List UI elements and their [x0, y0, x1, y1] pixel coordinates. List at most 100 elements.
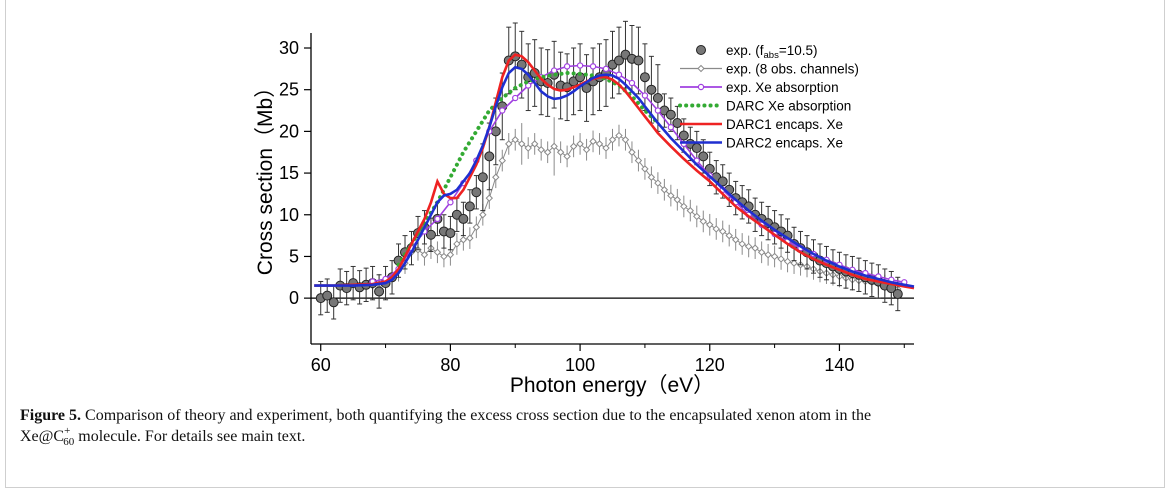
exp-xe-abs-point [589, 63, 597, 70]
x-tick-label: 120 [695, 355, 725, 375]
caption-text-1: Comparison of theory and experiment, bot… [81, 407, 872, 424]
legend-symbol-exp-fabs [696, 45, 706, 55]
exp-8obs-point [595, 140, 604, 148]
exp-xe-abs-point [550, 67, 558, 74]
exp-8obs-point [479, 211, 487, 219]
x-tick-label: 100 [565, 355, 595, 375]
exp-8obs-point [530, 140, 539, 148]
exp-8obs-point [511, 136, 519, 144]
axes-layer: 60 80 100 120 140 0 5 10 15 20 25 30 [279, 33, 914, 375]
x-tick-label: 60 [311, 355, 331, 375]
exp-xe-abs-point [447, 199, 454, 206]
exp-8obs-point [550, 142, 558, 151]
exp-8obs-point [706, 221, 714, 229]
exp-8obs-point [492, 173, 500, 181]
legend-symbol-exp-xe-abs [697, 83, 705, 91]
exp-8obs-point [498, 156, 506, 165]
exp-xe-abs-point [628, 79, 636, 87]
series-darc-xe-abs [396, 70, 660, 267]
exp-8obs-point [556, 148, 565, 156]
exp-fabs-point [678, 130, 689, 141]
y-tick-label: 30 [279, 38, 299, 58]
series-darc1 [314, 53, 915, 290]
exp-8obs-point [641, 165, 649, 173]
exp-fabs-point [633, 55, 644, 66]
exp-8obs-point [582, 146, 591, 154]
exp-8obs-point [543, 148, 552, 156]
y-tick-label: 10 [279, 205, 299, 225]
exp-xe-abs-point [563, 63, 571, 70]
exp-8obs-point [738, 240, 746, 248]
y-tick-label: 20 [279, 121, 299, 141]
exp-8obs-point [563, 152, 571, 161]
exp-fabs-point [374, 286, 385, 297]
exp-8obs-point [576, 140, 584, 148]
exp-8obs-point [446, 251, 455, 259]
exp-8obs-point [725, 231, 733, 240]
caption-text-2: molecule. For details see main text. [74, 428, 306, 445]
exp-8obs-point [660, 186, 669, 194]
exp-8obs-point [459, 236, 468, 244]
exp-8obs-point [628, 148, 636, 156]
cross-section-chart: 60 80 100 120 140 0 5 10 15 20 25 30 Photon energy（… [254, 20, 915, 397]
legend: exp. (fabs=10.5)exp. (8 obs. channels) ex… [678, 43, 859, 151]
figure-caption: Figure 5. Comparison of theory and exper… [20, 405, 1140, 449]
exp-8obs-point [608, 136, 617, 144]
exp-8obs-point [505, 140, 513, 148]
exp-fabs-point [490, 126, 501, 137]
exp-fabs-point [698, 151, 709, 162]
x-tick-label: 80 [440, 355, 460, 375]
exp-xe-abs-point [667, 124, 675, 131]
exp-8obs-point [686, 206, 695, 215]
exp-fabs-point [328, 297, 339, 308]
exp-8obs-point [466, 234, 474, 242]
exp-8obs-point [634, 156, 643, 165]
exp-fabs-point [892, 288, 903, 299]
exp-xe-abs-point [641, 92, 649, 99]
exp-fabs-point [458, 213, 469, 224]
exp-8obs-point [783, 257, 792, 266]
exp-fabs-point [477, 172, 488, 183]
legend-symbol-exp-8obs [697, 64, 705, 73]
exp-xe-abs-point [434, 215, 441, 223]
exp-8obs-point [524, 144, 532, 152]
exp-fabs-point [322, 290, 333, 301]
exp-8obs-point [433, 248, 442, 256]
exp-8obs-point [472, 223, 481, 231]
exp-8obs-point [589, 137, 597, 146]
exp-8obs-point [744, 242, 753, 251]
exp-fabs-point [646, 84, 657, 95]
x-axis-label: Photon energy（eV） [510, 374, 714, 397]
legend-label-darc-xe-abs: DARC Xe absorption [726, 99, 851, 114]
series-exp-8obs-line [372, 135, 898, 290]
exp-8obs-point [621, 136, 630, 144]
legend-label-exp-8obs: exp. (8 obs. channels) [726, 62, 859, 77]
exp-8obs-point [777, 255, 785, 263]
exp-8obs-point [647, 173, 656, 181]
exp-fabs-point [471, 187, 482, 198]
x-tick-label: 140 [824, 355, 854, 375]
exp-8obs-point [602, 144, 610, 152]
exp-fabs-point [613, 55, 624, 66]
y-tick-label: 0 [289, 288, 299, 308]
exp-8obs-point [770, 252, 779, 261]
legend-label-darc2: DARC2 encaps. Xe [726, 136, 843, 151]
exp-8obs-point [654, 179, 662, 187]
exp-xe-abs-point [512, 94, 519, 102]
y-axis-label: Cross section（Mb） [254, 77, 277, 275]
exp-8obs-point [667, 191, 675, 200]
exp-8obs-point [673, 196, 682, 204]
exp-fabs-point [652, 93, 663, 104]
exp-8obs-point [751, 244, 759, 252]
exp-fabs-point [717, 176, 728, 187]
exp-8obs-point [693, 212, 701, 221]
exp-fabs-point [639, 72, 650, 83]
legend-label-darc1: DARC1 encaps. Xe [726, 117, 843, 132]
exp-xe-abs-point [654, 107, 662, 114]
y-tick-label: 25 [279, 80, 299, 100]
exp-fabs-point [464, 201, 475, 212]
exp-8obs-point [719, 227, 727, 236]
exp-xe-abs-point [615, 71, 623, 78]
exp-fabs-point [691, 143, 702, 154]
exp-fabs-point [425, 229, 436, 240]
